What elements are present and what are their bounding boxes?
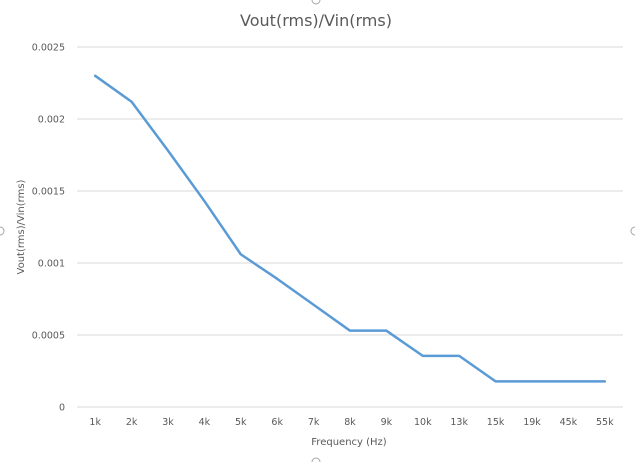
x-tick-label: 4k (199, 417, 211, 428)
x-tick-label: 15k (487, 417, 505, 428)
x-axis-tick-labels: 1k 2k 3k 4k 5k 6k 7k 8k 9k 10k 13k 15k 19k 45k 55k (89, 417, 614, 428)
y-tick-label: 0.002 (38, 115, 65, 126)
y-tick-label: 0 (59, 403, 65, 414)
chart-frame-handle[interactable] (0, 226, 5, 236)
y-tick-label: 0.0005 (32, 331, 65, 342)
x-tick-label: 3k (162, 417, 174, 428)
x-axis-label: Frequency (Hz) (311, 437, 387, 448)
y-tick-label: 0.0025 (32, 43, 65, 54)
y-tick-label: 0.0015 (32, 187, 65, 198)
x-tick-label: 9k (381, 417, 393, 428)
chart-frame-handle[interactable] (311, 0, 321, 5)
y-axis-tick-labels: 0 0.0005 0.001 0.0015 0.002 0.0025 (32, 43, 65, 414)
x-tick-label: 19k (523, 417, 541, 428)
x-tick-label: 8k (344, 417, 356, 428)
x-tick-label: 6k (271, 417, 283, 428)
series-line (93, 74, 607, 383)
chart-title: Vout(rms)/Vin(rms) (240, 11, 392, 30)
x-tick-label: 13k (450, 417, 468, 428)
x-tick-label: 5k (235, 417, 247, 428)
x-tick-label: 55k (596, 417, 614, 428)
chart-frame-handle[interactable] (311, 457, 321, 462)
gridlines (77, 46, 623, 408)
y-tick-label: 0.001 (38, 259, 65, 270)
x-tick-label: 2k (126, 417, 138, 428)
series-group (93, 74, 607, 383)
y-axis-label: Vout(rms)/Vin(rms) (16, 179, 27, 274)
x-tick-label: 1k (89, 417, 101, 428)
x-tick-label: 45k (560, 417, 578, 428)
x-tick-label: 10k (414, 417, 432, 428)
chart-frame-handle[interactable] (630, 226, 635, 236)
x-tick-label: 7k (308, 417, 320, 428)
